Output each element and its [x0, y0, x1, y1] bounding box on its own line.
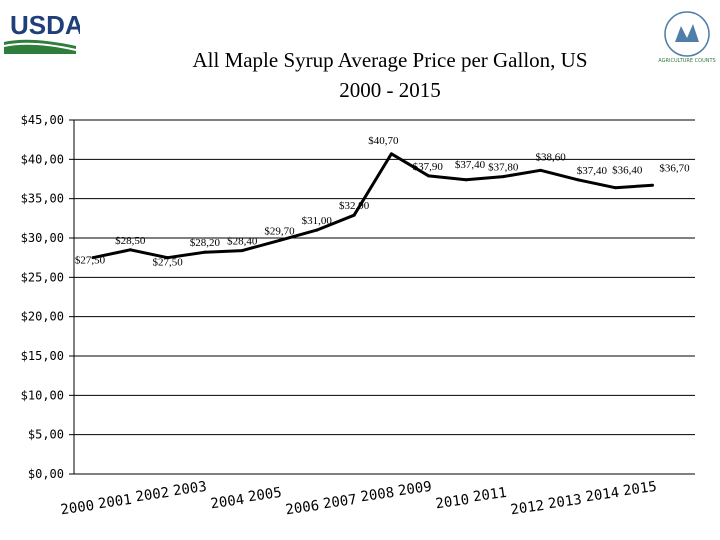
y-tick-label: $20,00	[21, 310, 64, 324]
data-label: $27,50	[75, 255, 106, 267]
data-label: $37,40	[577, 165, 608, 177]
y-tick-label: $25,00	[21, 270, 64, 284]
x-tick-label: 2000	[60, 498, 96, 519]
data-point	[240, 249, 244, 253]
data-label: $29,70	[264, 225, 295, 237]
x-tick-label: 2012	[510, 498, 546, 519]
data-point	[203, 250, 207, 254]
data-point	[128, 248, 132, 252]
data-point	[91, 256, 95, 260]
data-label: $36,70	[659, 162, 690, 174]
y-tick-label: $10,00	[21, 388, 64, 402]
data-point	[651, 183, 654, 187]
data-point	[539, 168, 543, 172]
x-tick-label: 2002	[135, 485, 171, 506]
y-tick-label: $5,00	[28, 428, 64, 442]
data-point	[464, 178, 468, 182]
x-tick-label: 2001	[97, 492, 133, 513]
agriculture-counts-seal: AGRICULTURE COUNTS	[658, 11, 716, 64]
x-tick-label: 2010	[435, 492, 471, 513]
data-label: $28,20	[190, 237, 221, 249]
x-tick-label: 2005	[247, 485, 283, 506]
usda-logo-stripe	[3, 42, 77, 51]
y-tick-label: $35,00	[21, 192, 64, 206]
data-point	[315, 228, 319, 232]
gridlines	[69, 119, 695, 475]
y-axis-ticks: $45,00 $40,00 $35,00 $30,00 $25,00 $20,00 $15,…	[21, 113, 64, 481]
x-tick-label: 2006	[285, 498, 321, 519]
data-label: $32,90	[339, 200, 370, 212]
data-label: $38,60	[535, 151, 566, 163]
data-point	[501, 175, 505, 179]
seal-mark	[675, 24, 699, 42]
y-tick-label: $15,00	[21, 349, 64, 363]
data-point	[278, 238, 281, 242]
data-point	[613, 186, 617, 190]
data-label: $37,90	[413, 161, 444, 173]
y-tick-label: $40,00	[21, 152, 64, 166]
data-label: $31,00	[302, 215, 333, 227]
x-tick-label: 2003	[172, 479, 208, 500]
data-labels: $27,50 $28,50 $27,50 $28,20 $28,40 $29,70 $31,…	[75, 135, 690, 269]
x-tick-label: 2004	[210, 492, 246, 513]
data-point	[166, 256, 170, 260]
x-tick-label: 2009	[397, 479, 433, 500]
data-label: $37,80	[488, 162, 519, 174]
data-label: $40,70	[368, 135, 399, 147]
data-label: $37,40	[455, 159, 486, 171]
data-label: $36,40	[612, 165, 643, 177]
x-tick-label: 2011	[472, 485, 508, 506]
usda-logo-text: USDA	[10, 10, 80, 40]
chart-subtitle: 2000 - 2015	[339, 78, 441, 102]
series-line	[92, 152, 653, 260]
data-point	[352, 213, 356, 217]
data-point	[389, 152, 393, 156]
y-tick-label: $0,00	[28, 467, 64, 481]
y-tick-label: $30,00	[21, 231, 64, 245]
seal-text: AGRICULTURE COUNTS	[658, 58, 715, 64]
seal-ring	[664, 11, 710, 57]
x-tick-label: 2015	[622, 479, 658, 500]
data-label: $27,50	[152, 257, 183, 269]
y-tick-label: $45,00	[21, 113, 64, 127]
data-label: $28,50	[115, 235, 146, 247]
chart-title: All Maple Syrup Average Price per Gallon…	[192, 48, 588, 72]
data-point	[576, 178, 580, 182]
usda-logo: USDA	[2, 6, 80, 54]
data-point	[427, 174, 431, 178]
x-tick-label: 2014	[585, 485, 621, 506]
x-tick-label: 2008	[360, 485, 396, 506]
data-label: $28,40	[227, 236, 258, 248]
x-tick-label: 2007	[322, 492, 358, 513]
x-tick-label: 2013	[547, 492, 583, 513]
